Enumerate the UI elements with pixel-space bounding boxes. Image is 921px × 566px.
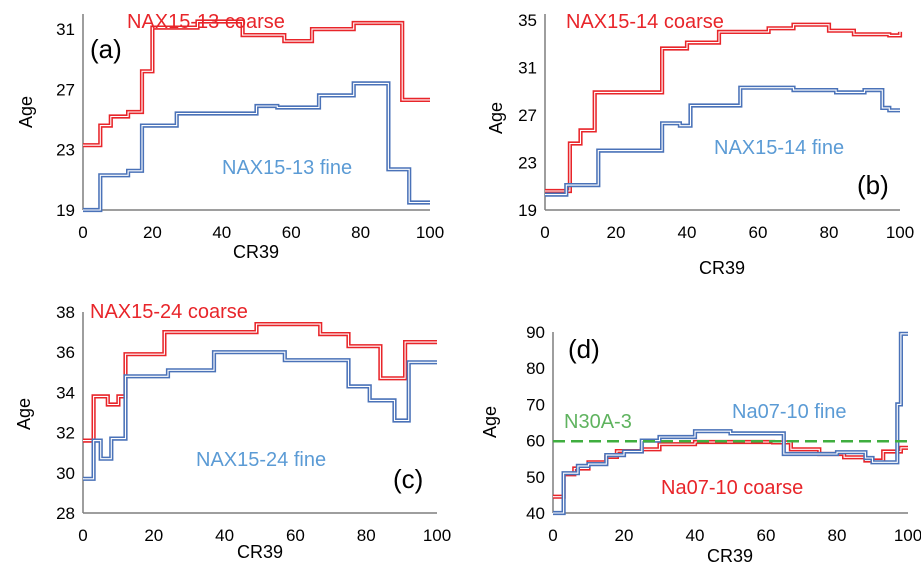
panel-a-x-axis-title: CR39 <box>233 242 279 262</box>
panel-d-y-axis-title: Age <box>480 406 500 438</box>
panel-d-y-tick-label: 80 <box>526 359 545 378</box>
panel-a-x-tick-label: 0 <box>78 223 87 242</box>
panel-b-x-tick-label: 60 <box>749 223 768 242</box>
panel-a-x-tick-label: 80 <box>351 223 370 242</box>
panel-a-y-ticks: 19 23 27 31 <box>56 20 75 220</box>
panel-c-x-ticks: 0 20 40 60 80 100 <box>78 526 451 545</box>
panel-a-x-tick-label: 20 <box>143 223 162 242</box>
panel-d-y-tick-label: 60 <box>526 432 545 451</box>
panel-c-x-tick-label: 80 <box>357 526 376 545</box>
panel-c-series <box>83 322 437 481</box>
panel-c-x-tick-label: 60 <box>286 526 305 545</box>
panel-a-y-tick-label: 23 <box>56 141 75 160</box>
panel-c-tag: (c) <box>393 464 423 494</box>
panel-b-series <box>545 22 903 197</box>
panel-c-y-ticks: 28 30 32 34 36 38 <box>56 303 75 523</box>
panel-a-label-coarse: NAX15-13 coarse <box>127 11 285 33</box>
panel-d-series-na07-10-fine-line-core <box>553 333 908 514</box>
panel-b-x-axis-title: CR39 <box>699 258 745 278</box>
panel-d-x-tick-label: 0 <box>548 526 557 545</box>
panel-d-y-tick-label: 70 <box>526 395 545 414</box>
panel-c-series-nax15-24-coarse-line-core <box>83 323 437 442</box>
panel-b-y-tick-label: 19 <box>518 201 537 220</box>
panel-a-x-tick-label: 100 <box>416 223 444 242</box>
panel-a-x-tick-label: 60 <box>282 223 301 242</box>
panel-d-x-tick-label: 40 <box>686 526 705 545</box>
panel-d-label-n30a: N30A-3 <box>564 411 632 433</box>
panel-a-y-tick-label: 31 <box>56 20 75 39</box>
panel-b-series-nax15-14-fine-line-core <box>545 87 900 196</box>
panel-a-series <box>83 19 430 213</box>
panel-d-x-tick-label: 100 <box>894 526 921 545</box>
panel-b-x-tick-label: 80 <box>820 223 839 242</box>
panel-b-y-tick-label: 27 <box>518 106 537 125</box>
panel-d-x-axis-title: CR39 <box>707 546 753 566</box>
panel-b-label-coarse: NAX15-14 coarse <box>566 11 724 33</box>
panel-a-y-tick-label: 19 <box>56 201 75 220</box>
panel-b-y-tick-label: 23 <box>518 154 537 173</box>
panel-a-series-nax15-13-coarse-line-core <box>83 20 430 146</box>
panel-a-series-nax15-13-fine-line-core <box>83 82 430 211</box>
panel-c-series-nax15-24-fine-line-core <box>83 351 437 480</box>
panel-d-label-coarse: Na07-10 coarse <box>661 477 803 499</box>
panel-b-x-ticks: 0 20 40 60 80 100 <box>540 223 914 242</box>
panel-c-x-tick-label: 40 <box>215 526 234 545</box>
panel-d-y-ticks: 40 50 60 70 80 90 <box>526 323 545 523</box>
panel-a-tag: (a) <box>90 34 122 64</box>
panel-b-x-tick-label: 100 <box>886 223 914 242</box>
panel-d-y-tick-label: 40 <box>526 504 545 523</box>
panel-c-y-tick-label: 28 <box>56 504 75 523</box>
panel-c-y-axis-title: Age <box>14 398 34 430</box>
panel-b-x-tick-label: 40 <box>678 223 697 242</box>
panel-b-y-ticks: 19 23 27 31 35 <box>518 11 537 220</box>
panel-b-x-tick-label: 0 <box>540 223 549 242</box>
panel-d: 0 20 40 60 80 100 40 50 60 70 80 90 CR39 Age (d) N… <box>480 323 921 566</box>
panel-c-x-axis-title: CR39 <box>237 542 283 562</box>
panel-c-y-tick-label: 30 <box>56 464 75 483</box>
panel-b-label-fine: NAX15-14 fine <box>714 137 844 159</box>
panel-b: 0 20 40 60 80 100 19 23 27 31 35 CR39 Age (b) NAX… <box>486 11 914 278</box>
panel-d-x-tick-label: 80 <box>828 526 847 545</box>
panel-a-y-axis-title: Age <box>16 96 36 128</box>
panel-d-y-tick-label: 50 <box>526 468 545 487</box>
panel-d-series <box>553 331 908 516</box>
panel-c-y-tick-label: 32 <box>56 424 75 443</box>
panel-c-x-tick-label: 100 <box>423 526 451 545</box>
panel-c-y-tick-label: 38 <box>56 303 75 322</box>
panel-c-x-tick-label: 0 <box>78 526 87 545</box>
panel-c-x-tick-label: 20 <box>144 526 163 545</box>
panel-b-y-tick-label: 31 <box>518 59 537 78</box>
panel-a-x-tick-label: 40 <box>212 223 231 242</box>
panel-c-y-tick-label: 34 <box>56 383 75 402</box>
panel-a-label-fine: NAX15-13 fine <box>222 157 352 179</box>
panel-d-label-fine: Na07-10 fine <box>732 401 847 423</box>
panel-b-y-tick-label: 35 <box>518 11 537 30</box>
panel-b-y-axis-title: Age <box>486 102 506 134</box>
panel-c: 0 20 40 60 80 100 28 30 32 34 36 38 CR39 Age (c) N… <box>14 301 451 562</box>
panel-c-y-tick-label: 36 <box>56 343 75 362</box>
panel-a-y-tick-label: 27 <box>56 80 75 99</box>
panel-b-x-tick-label: 20 <box>607 223 626 242</box>
panel-c-label-coarse: NAX15-24 coarse <box>90 301 248 323</box>
panel-c-label-fine: NAX15-24 fine <box>196 449 326 471</box>
panel-b-tag: (b) <box>857 170 889 200</box>
panel-d-tag: (d) <box>568 334 600 364</box>
panel-b-series-nax15-14-coarse-line-core <box>545 24 901 192</box>
panel-d-x-ticks: 0 20 40 60 80 100 <box>548 526 921 545</box>
panel-a: 0 20 40 60 80 100 19 23 27 31 CR39 Age (a) NAX15… <box>16 11 444 262</box>
panel-d-x-tick-label: 60 <box>757 526 776 545</box>
panel-a-x-ticks: 0 20 40 60 80 100 <box>78 223 444 242</box>
panel-d-x-tick-label: 20 <box>615 526 634 545</box>
panel-d-y-tick-label: 90 <box>526 323 545 342</box>
